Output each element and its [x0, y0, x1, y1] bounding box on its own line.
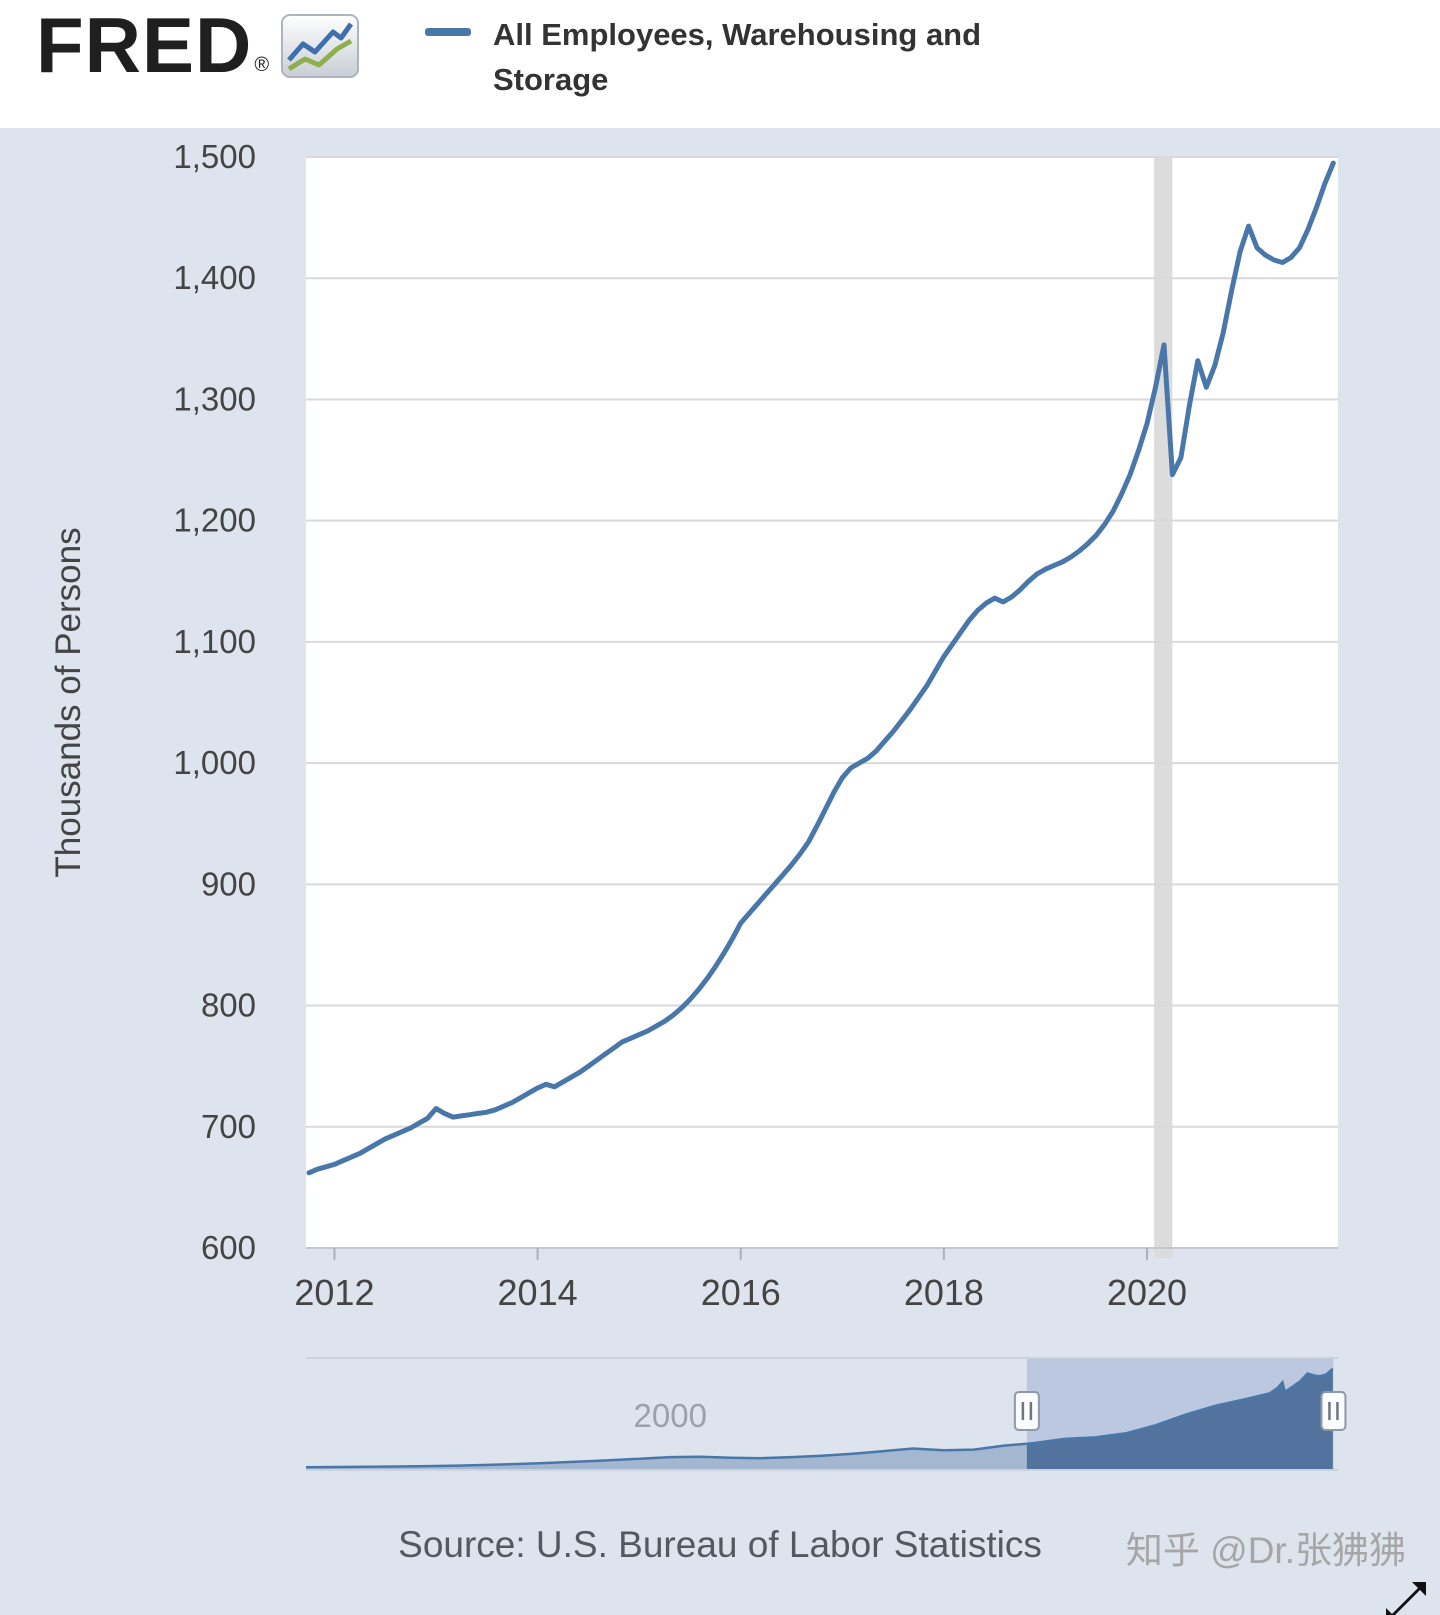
- registered-trademark-symbol: ®: [254, 54, 270, 76]
- slider-handle-left[interactable]: [1013, 1391, 1040, 1431]
- y-tick-label: 600: [201, 1229, 256, 1266]
- fred-logo-chart-icon: [281, 14, 360, 83]
- legend: All Employees, Warehousing and Storage: [425, 12, 1053, 102]
- legend-series-label: All Employees, Warehousing and Storage: [493, 17, 982, 97]
- x-tick-label: 2012: [294, 1272, 374, 1313]
- legend-line-swatch: [425, 28, 471, 36]
- minichart-line: [305, 1367, 1334, 1469]
- y-axis-title: Thousands of Persons: [49, 527, 88, 877]
- fred-logo[interactable]: FRED ®: [36, 1, 360, 89]
- x-tick-label: 2018: [904, 1272, 984, 1313]
- y-tick-label: 900: [201, 865, 256, 902]
- fred-logo-text: FRED: [36, 1, 253, 89]
- y-tick-label: 1,400: [173, 259, 256, 296]
- x-tick-label: 2016: [701, 1272, 781, 1313]
- x-tick-label: 2014: [498, 1272, 578, 1313]
- y-tick-label: 800: [201, 987, 256, 1024]
- y-tick-label: 1,000: [173, 744, 256, 781]
- watermark: 知乎 @Dr.张狒狒: [1125, 1530, 1406, 1571]
- minichart-area-selected: [1026, 1368, 1333, 1469]
- y-tick-label: 1,500: [173, 138, 256, 175]
- header: FRED ® All E: [0, 0, 1440, 128]
- recession-band: [1154, 157, 1173, 1258]
- slider-axis-label: 2000: [634, 1397, 707, 1434]
- source-attribution: Source: U.S. Bureau of Labor Statistics: [398, 1524, 1042, 1565]
- y-tick-label: 700: [201, 1108, 256, 1145]
- series-line: [306, 160, 1336, 1176]
- plot-area[interactable]: [306, 157, 1338, 1248]
- y-tick-label: 1,100: [173, 623, 256, 660]
- x-tick-label: 2020: [1107, 1272, 1187, 1313]
- fullscreen-expand-icon[interactable]: [1384, 1580, 1428, 1615]
- y-tick-label: 1,300: [173, 380, 256, 417]
- y-tick-label: 1,200: [173, 502, 256, 539]
- slider-handle-right[interactable]: [1320, 1391, 1347, 1431]
